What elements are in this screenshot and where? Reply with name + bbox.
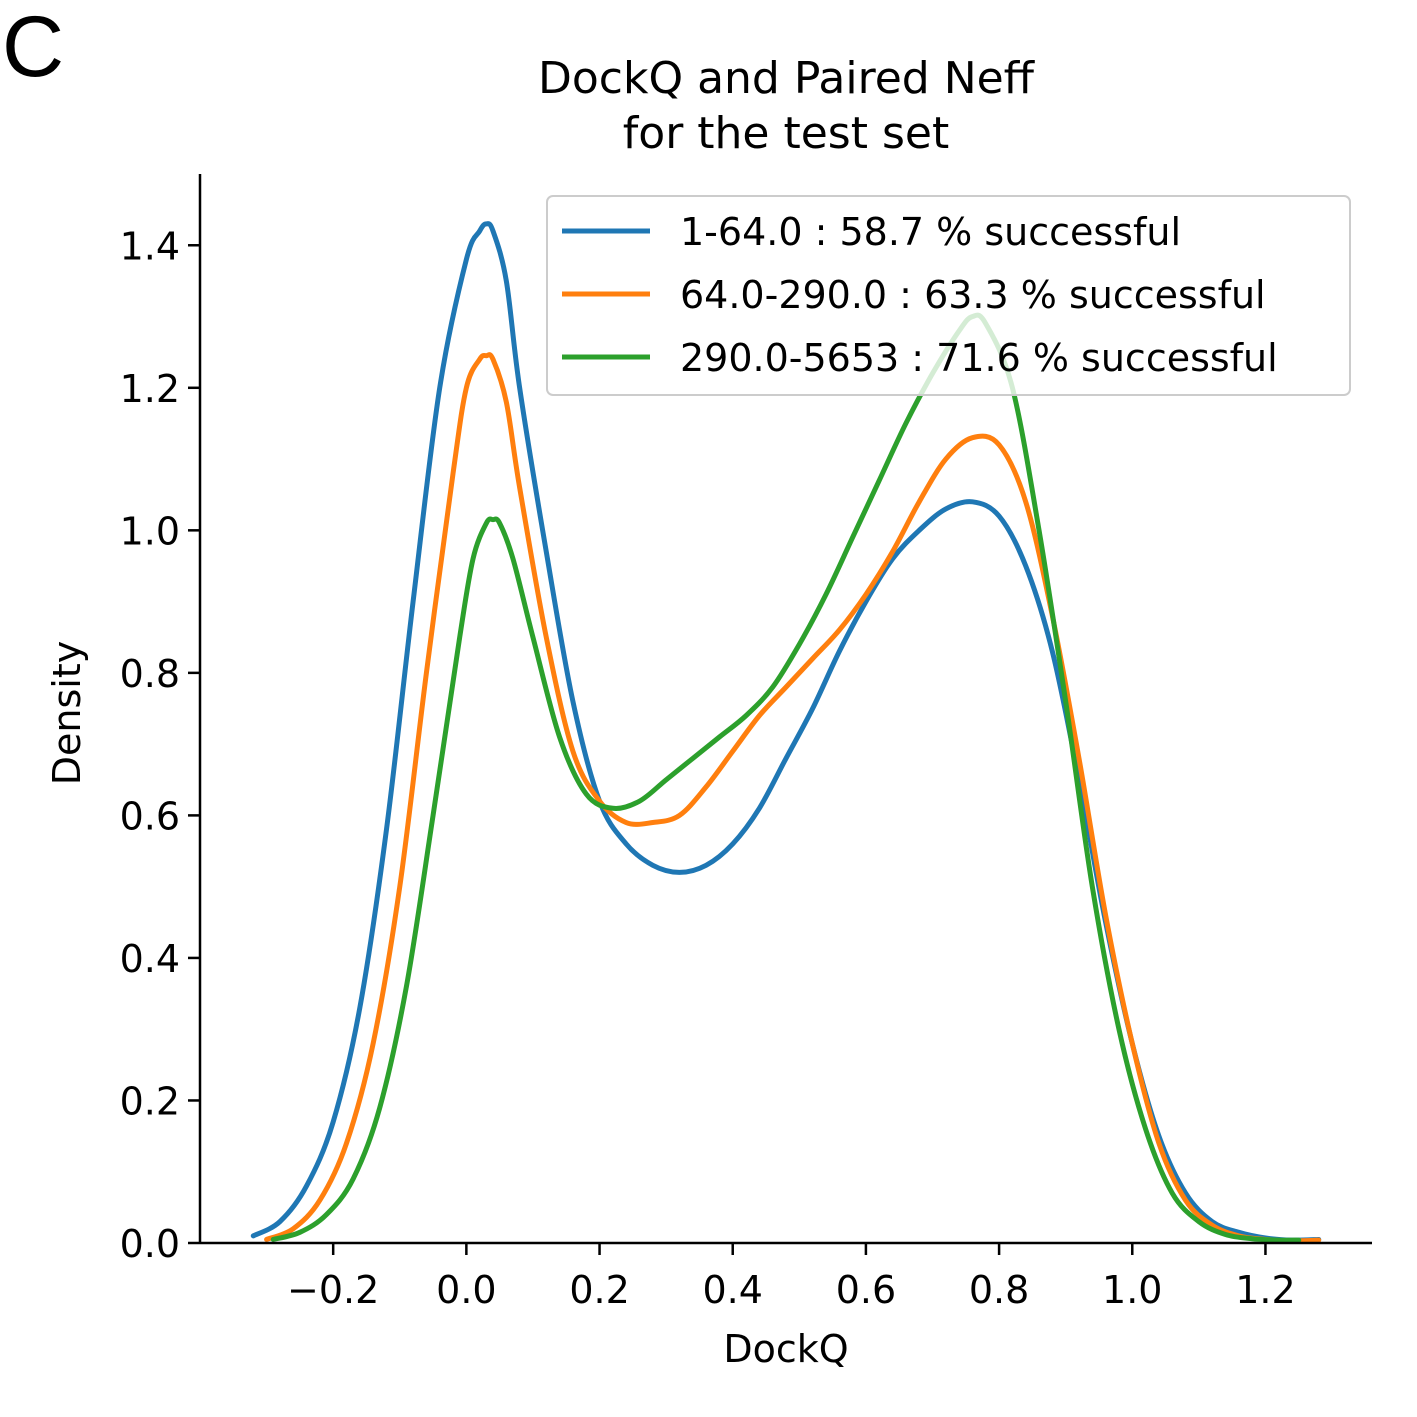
x-tick-label: 0.8	[969, 1268, 1029, 1312]
chart-title: DockQ and Paired Neff	[538, 53, 1036, 104]
x-tick-label: 0.2	[569, 1268, 629, 1312]
legend-entries: 1-64.0 : 58.7 % successful 64.0-290.0 : 6…	[562, 210, 1278, 380]
x-tick-label: 0.0	[436, 1268, 496, 1312]
x-tick-label: −0.2	[287, 1268, 379, 1312]
y-tick-label: 0.8	[120, 652, 180, 696]
y-tick-label: 1.2	[120, 367, 180, 411]
x-tick-label: 1.0	[1102, 1268, 1162, 1312]
x-tick-label: 1.2	[1235, 1268, 1295, 1312]
legend-label-1: 1-64.0 : 58.7 % successful	[680, 210, 1181, 254]
legend-label-2: 64.0-290.0 : 63.3 % successful	[680, 273, 1266, 317]
series-group	[250, 221, 1322, 1244]
x-axis-label: DockQ	[723, 1327, 848, 1371]
plot-area: −0.2 0.0 0.2 0.4 0.6 0.8 1.0 1.2 0.00.20.40.60.…	[120, 174, 1372, 1312]
y-axis-label: Density	[45, 641, 89, 785]
y-tick-label: 1.4	[120, 224, 180, 268]
chart-subtitle: for the test set	[623, 108, 949, 159]
panel-label: C	[2, 0, 64, 95]
series-line-2	[264, 352, 1322, 1244]
y-tick-label: 0.6	[120, 794, 180, 838]
x-tick-label: 0.6	[836, 1268, 896, 1312]
x-ticks: −0.2 0.0 0.2 0.4 0.6 0.8 1.0 1.2	[287, 1243, 1296, 1312]
y-tick-label: 0.4	[120, 937, 180, 981]
y-tick-label: 1.0	[120, 509, 180, 553]
series-line-3	[270, 312, 1302, 1243]
legend: 1-64.0 : 58.7 % successful 64.0-290.0 : 6…	[546, 195, 1351, 396]
legend-label-3: 290.0-5653 : 71.6 % successful	[680, 336, 1278, 380]
legend-box	[546, 195, 1351, 396]
y-ticks: 0.0 0.2 0.4 0.6 0.8 1.0 1.2 1.4	[120, 224, 200, 1266]
y-tick-label: 0.2	[120, 1079, 180, 1123]
x-tick-label: 0.4	[703, 1268, 763, 1312]
y-tick-label: 0.0	[120, 1222, 180, 1266]
